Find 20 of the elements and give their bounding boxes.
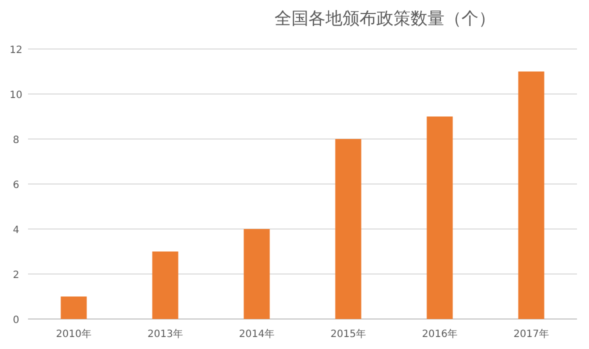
x-tick-label: 2015年 <box>330 328 366 340</box>
bar <box>244 229 270 319</box>
bar <box>518 72 544 319</box>
bar <box>335 139 362 319</box>
bar <box>426 116 453 319</box>
y-tick-label: 2 <box>12 270 20 281</box>
bar <box>60 296 87 319</box>
y-tick-label: 4 <box>12 225 20 236</box>
x-tick-label: 2017年 <box>514 328 549 340</box>
chart-title: 全国各地颁布政策数量（个） <box>274 9 496 29</box>
y-tick-label: 8 <box>12 135 20 146</box>
x-tick-label: 2013年 <box>148 328 183 340</box>
x-tick-label: 2010年 <box>56 328 92 340</box>
bar <box>152 252 178 319</box>
y-tick-label: 6 <box>12 180 20 191</box>
y-tick-label: 12 <box>10 45 22 56</box>
x-tick-label: 2014年 <box>239 328 274 340</box>
y-tick-label: 0 <box>12 315 20 326</box>
y-tick-label: 10 <box>10 90 22 101</box>
x-tick-label: 2016年 <box>422 328 458 340</box>
